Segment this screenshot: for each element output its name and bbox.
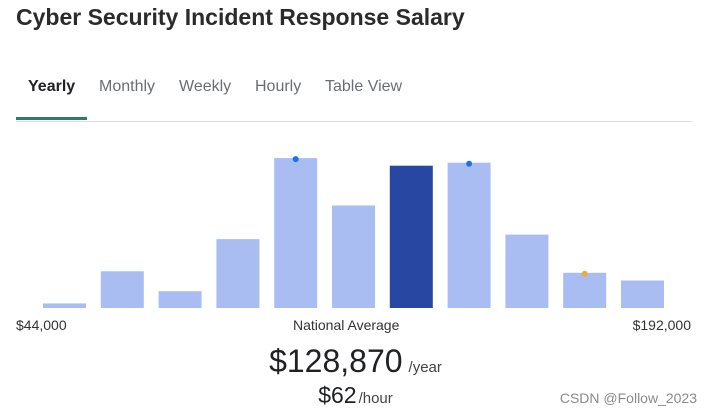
histogram-bar[interactable] bbox=[505, 234, 549, 308]
bar-marker-dot bbox=[292, 156, 299, 163]
tab-table-view[interactable]: Table View bbox=[325, 78, 403, 95]
histogram-bar-national-average[interactable] bbox=[389, 165, 433, 308]
national-average-label: National Average bbox=[293, 317, 400, 333]
yearly-salary: $128,870/year bbox=[0, 343, 711, 380]
histogram-bar[interactable] bbox=[447, 162, 491, 308]
histogram-bar[interactable] bbox=[274, 158, 318, 308]
page-title: Cyber Security Incident Response Salary bbox=[16, 4, 465, 30]
histogram-bar[interactable] bbox=[332, 205, 375, 309]
hourly-salary-amount: $62 bbox=[318, 382, 357, 408]
histogram-bar[interactable] bbox=[621, 280, 664, 309]
histogram-bar[interactable] bbox=[563, 272, 607, 308]
hourly-salary-unit: /hour bbox=[358, 390, 393, 407]
bar-marker-dot bbox=[581, 270, 588, 277]
salary-histogram bbox=[43, 156, 664, 309]
histogram-bar[interactable] bbox=[100, 271, 144, 308]
min-salary-label: $44,000 bbox=[16, 317, 67, 333]
hourly-salary: $62/hour bbox=[0, 382, 711, 409]
histogram-bar[interactable] bbox=[158, 291, 202, 308]
histogram-bar[interactable] bbox=[216, 239, 260, 308]
tab-weekly[interactable]: Weekly bbox=[179, 78, 232, 95]
yearly-salary-amount: $128,870 bbox=[269, 343, 403, 379]
tab-monthly[interactable]: Monthly bbox=[99, 78, 156, 95]
yearly-salary-unit: /year bbox=[408, 359, 442, 376]
tab-yearly[interactable]: Yearly bbox=[15, 68, 88, 120]
watermark: CSDN @Follow_2023 bbox=[559, 390, 697, 406]
bar-marker-dot bbox=[466, 160, 473, 167]
tab-bar: Yearly Monthly Weekly Hourly Table View bbox=[15, 68, 692, 122]
tab-hourly[interactable]: Hourly bbox=[255, 78, 302, 95]
histogram-bar[interactable] bbox=[43, 303, 86, 308]
max-salary-label: $192,000 bbox=[632, 317, 691, 333]
